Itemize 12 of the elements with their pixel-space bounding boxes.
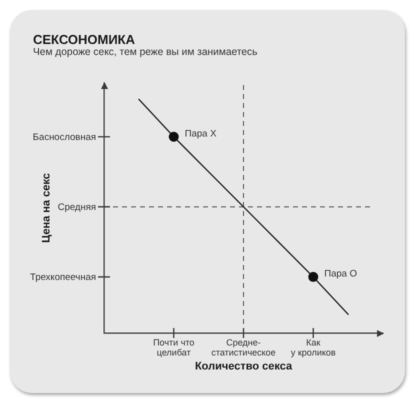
x-tick-label: Как у кроликов <box>290 337 336 358</box>
text: Трехкопеечная <box>30 272 96 284</box>
y-axis-title: Цена на секс <box>40 173 53 243</box>
ref-line-label: Средняя <box>58 202 96 213</box>
x-tick-label: Почти что целибат <box>153 337 194 358</box>
x-axis-title: Количество секса <box>194 360 293 372</box>
x-tick-label: Средне- статистическое <box>211 337 276 358</box>
chart-subtitle: Чем дороже секс, тем реже вы им занимаетесь <box>33 46 258 59</box>
text: Баснословная <box>32 132 96 143</box>
series-label: Пара O <box>324 268 357 280</box>
series-label: Пара X <box>184 128 218 140</box>
chart-title: СЕКСОНОМИКА <box>33 31 135 48</box>
